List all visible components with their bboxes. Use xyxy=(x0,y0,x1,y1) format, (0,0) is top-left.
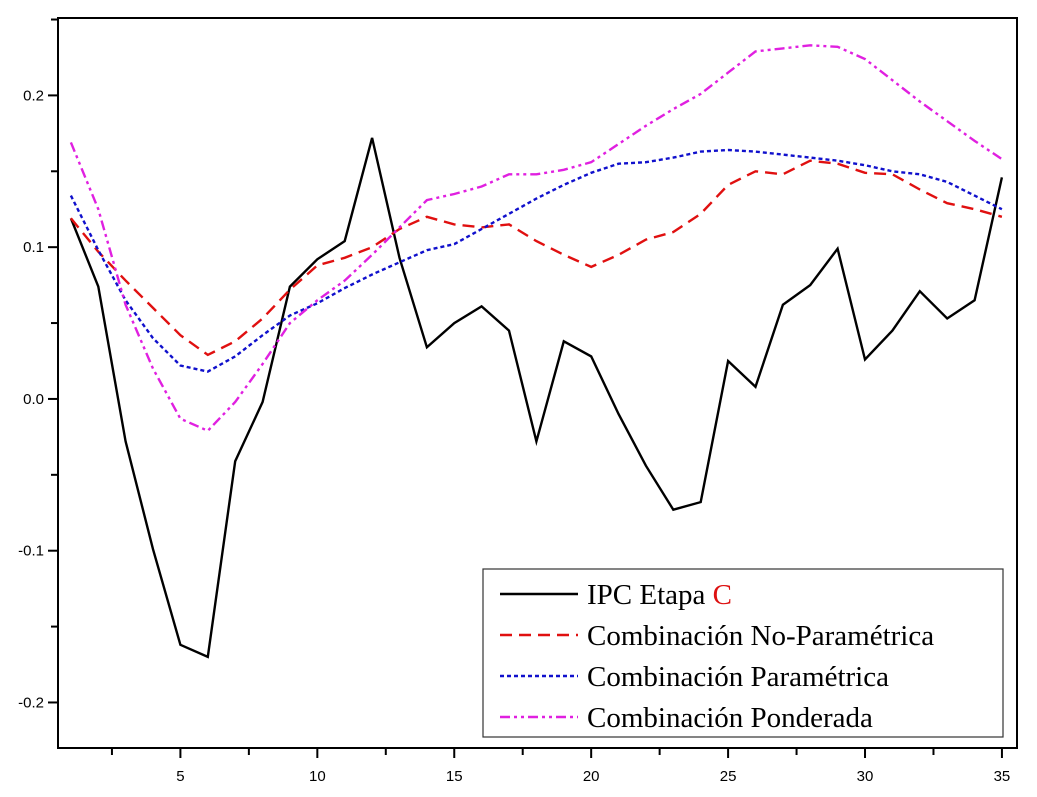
series-line-3 xyxy=(69,44,1003,433)
x-tick-label: 35 xyxy=(994,768,1011,785)
x-tick-label: 20 xyxy=(583,768,600,785)
axes: 5 10 15 20 25 30 35 -0.2 -0.1 0.0 0.1 0.2 xyxy=(18,18,1011,785)
series-line-2 xyxy=(69,148,1003,373)
legend: IPC Etapa C Combinación No-Paramétrica Com… xyxy=(482,568,1004,738)
series-line-0 xyxy=(69,137,1004,659)
y-tick-label: -0.2 xyxy=(18,694,44,711)
legend-label-3: Combinación Ponderada xyxy=(587,702,873,734)
y-tick-label: 0.1 xyxy=(23,239,44,256)
series-layer xyxy=(69,44,1004,659)
legend-box xyxy=(482,568,1004,738)
legend-label-1: Combinación No-Paramétrica xyxy=(587,620,934,652)
x-tick-label: 15 xyxy=(446,768,463,785)
x-tick-label: 10 xyxy=(309,768,326,785)
y-tick-label: -0.1 xyxy=(18,543,44,560)
x-tick-label: 5 xyxy=(176,768,184,785)
x-tick-label: 30 xyxy=(857,768,874,785)
series-line-1 xyxy=(69,159,1003,357)
legend-label-2: Combinación Paramétrica xyxy=(587,661,889,693)
legend-label-0: IPC Etapa C xyxy=(587,579,732,611)
y-tick-label: 0.2 xyxy=(23,87,44,104)
x-tick-label: 25 xyxy=(720,768,737,785)
plot-frame xyxy=(57,17,1018,749)
y-tick-label: 0.0 xyxy=(23,391,44,408)
